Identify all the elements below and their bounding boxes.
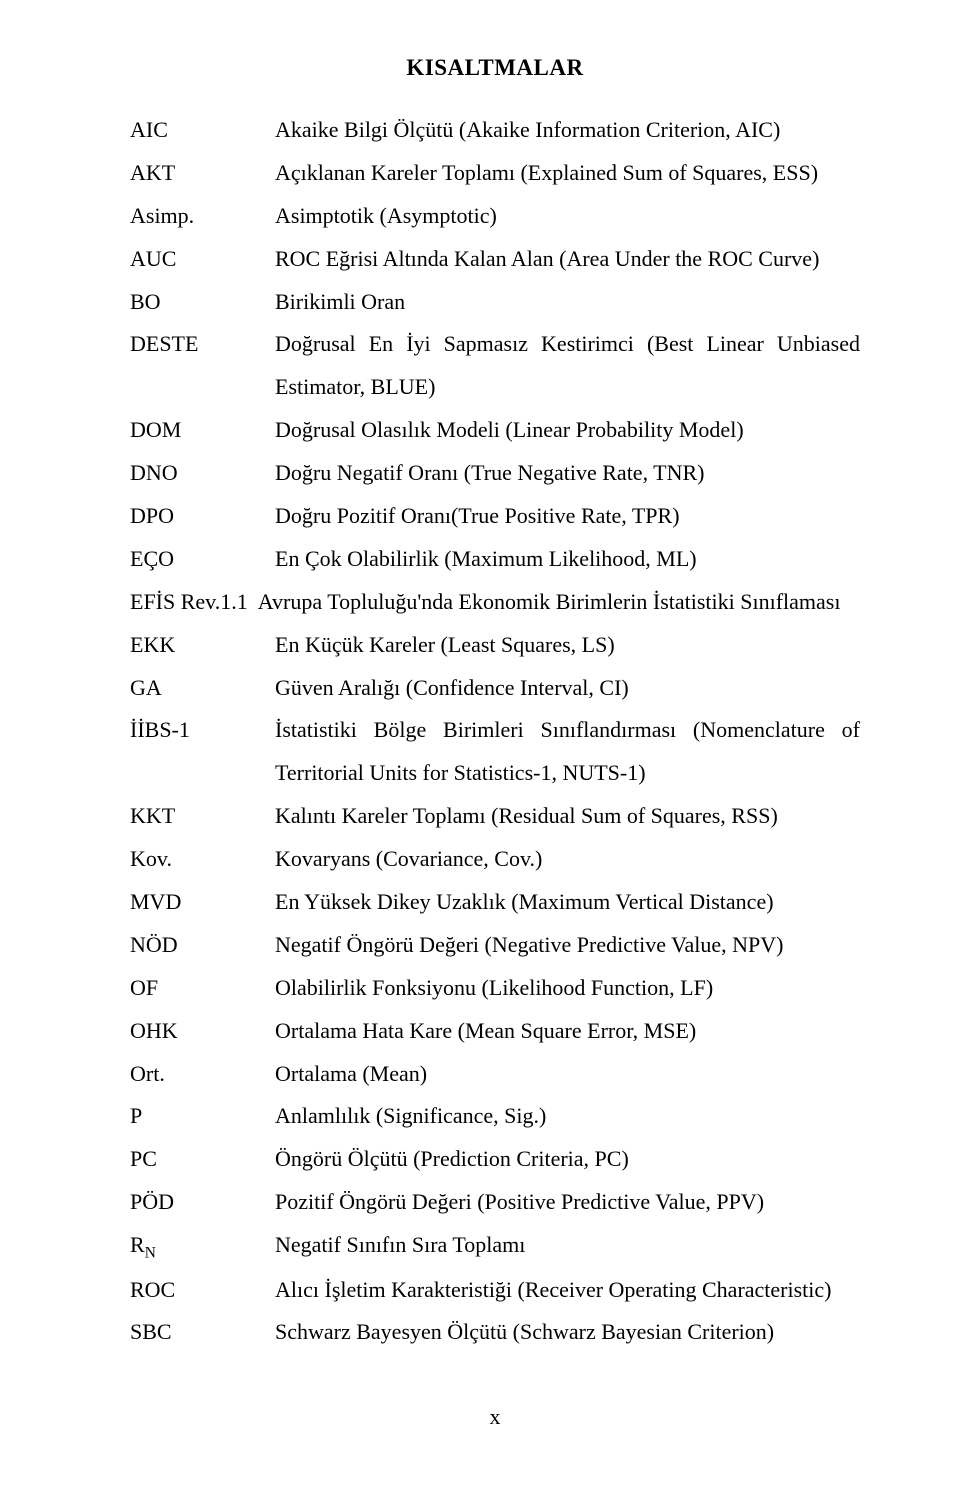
- abbr-term: BO: [130, 281, 275, 324]
- abbr-term: RN: [130, 1224, 275, 1268]
- abbr-entry: PAnlamlılık (Significance, Sig.): [130, 1095, 860, 1138]
- abbr-entry: DESTEDoğrusal En İyi Sapmasız Kestirimci…: [130, 323, 860, 409]
- abbr-definition: Açıklanan Kareler Toplamı (Explained Sum…: [275, 152, 860, 195]
- abbr-entry: KKTKalıntı Kareler Toplamı (Residual Sum…: [130, 795, 860, 838]
- abbr-definition: İstatistiki Bölge Birimleri Sınıflandırm…: [275, 709, 860, 795]
- abbr-term: OHK: [130, 1010, 275, 1053]
- abbr-entry: AUCROC Eğrisi Altında Kalan Alan (Area U…: [130, 238, 860, 281]
- abbr-definition: Birikimli Oran: [275, 281, 860, 324]
- abbr-definition: Ortalama (Mean): [275, 1053, 860, 1096]
- abbr-term: P: [130, 1095, 275, 1138]
- abbr-term: PC: [130, 1138, 275, 1181]
- abbr-definition: En Yüksek Dikey Uzaklık (Maximum Vertica…: [275, 881, 860, 924]
- abbr-term: AIC: [130, 109, 275, 152]
- abbr-term: AKT: [130, 152, 275, 195]
- abbr-term: SBC: [130, 1311, 275, 1354]
- abbr-term: AUC: [130, 238, 275, 281]
- abbr-definition: En Çok Olabilirlik (Maximum Likelihood, …: [275, 538, 860, 581]
- abbr-term: PÖD: [130, 1181, 275, 1224]
- abbr-term: DESTE: [130, 323, 275, 366]
- abbr-entry: AKTAçıklanan Kareler Toplamı (Explained …: [130, 152, 860, 195]
- abbr-term: EKK: [130, 624, 275, 667]
- abbr-term: KKT: [130, 795, 275, 838]
- abbr-term: ROC: [130, 1269, 275, 1312]
- page-number: x: [130, 1404, 860, 1430]
- abbr-term: DPO: [130, 495, 275, 538]
- abbr-term: NÖD: [130, 924, 275, 967]
- abbr-term: Ort.: [130, 1053, 275, 1096]
- abbr-definition: En Küçük Kareler (Least Squares, LS): [275, 624, 860, 667]
- abbr-entry: OHKOrtalama Hata Kare (Mean Square Error…: [130, 1010, 860, 1053]
- abbr-term: Asimp.: [130, 195, 275, 238]
- abbr-entry: BOBirikimli Oran: [130, 281, 860, 324]
- abbr-term: Kov.: [130, 838, 275, 881]
- abbr-entry: Kov.Kovaryans (Covariance, Cov.): [130, 838, 860, 881]
- abbr-entry: ROCAlıcı İşletim Karakteristiği (Receive…: [130, 1269, 860, 1312]
- abbr-entry: EKKEn Küçük Kareler (Least Squares, LS): [130, 624, 860, 667]
- abbr-definition: Öngörü Ölçütü (Prediction Criteria, PC): [275, 1138, 860, 1181]
- abbr-definition: Doğrusal En İyi Sapmasız Kestirimci (Bes…: [275, 323, 860, 409]
- abbr-definition: Doğru Pozitif Oranı(True Positive Rate, …: [275, 495, 860, 538]
- abbr-entry: Asimp.Asimptotik (Asymptotic): [130, 195, 860, 238]
- abbr-entry: DPODoğru Pozitif Oranı(True Positive Rat…: [130, 495, 860, 538]
- abbr-entry: RNNegatif Sınıfın Sıra Toplamı: [130, 1224, 860, 1268]
- abbr-entry: GAGüven Aralığı (Confidence Interval, CI…: [130, 667, 860, 710]
- abbr-definition: Olabilirlik Fonksiyonu (Likelihood Funct…: [275, 967, 860, 1010]
- abbr-term: DNO: [130, 452, 275, 495]
- abbr-definition: Alıcı İşletim Karakteristiği (Receiver O…: [275, 1269, 860, 1312]
- abbr-entry: İİBS-1İstatistiki Bölge Birimleri Sınıfl…: [130, 709, 860, 795]
- abbr-definition: Anlamlılık (Significance, Sig.): [275, 1095, 860, 1138]
- abbr-entry: PÖDPozitif Öngörü Değeri (Positive Predi…: [130, 1181, 860, 1224]
- abbr-entry: AICAkaike Bilgi Ölçütü (Akaike Informati…: [130, 109, 860, 152]
- abbr-term: OF: [130, 967, 275, 1010]
- abbr-entry: OFOlabilirlik Fonksiyonu (Likelihood Fun…: [130, 967, 860, 1010]
- abbr-term: MVD: [130, 881, 275, 924]
- abbr-entry: SBCSchwarz Bayesyen Ölçütü (Schwarz Baye…: [130, 1311, 860, 1354]
- abbr-definition: Schwarz Bayesyen Ölçütü (Schwarz Bayesia…: [275, 1311, 860, 1354]
- abbr-entry: PCÖngörü Ölçütü (Prediction Criteria, PC…: [130, 1138, 860, 1181]
- page-title: KISALTMALAR: [130, 55, 860, 81]
- abbr-entry: Ort.Ortalama (Mean): [130, 1053, 860, 1096]
- abbr-definition: Doğrusal Olasılık Modeli (Linear Probabi…: [275, 409, 860, 452]
- abbr-definition: Negatif Sınıfın Sıra Toplamı: [275, 1224, 860, 1267]
- abbr-definition: Ortalama Hata Kare (Mean Square Error, M…: [275, 1010, 860, 1053]
- abbr-entry: NÖDNegatif Öngörü Değeri (Negative Predi…: [130, 924, 860, 967]
- abbr-definition: Pozitif Öngörü Değeri (Positive Predicti…: [275, 1181, 860, 1224]
- abbr-term: İİBS-1: [130, 709, 275, 752]
- abbr-definition: Doğru Negatif Oranı (True Negative Rate,…: [275, 452, 860, 495]
- abbr-entry: EÇOEn Çok Olabilirlik (Maximum Likelihoo…: [130, 538, 860, 581]
- abbr-term: EÇO: [130, 538, 275, 581]
- abbr-definition: Asimptotik (Asymptotic): [275, 195, 860, 238]
- abbr-definition: Akaike Bilgi Ölçütü (Akaike Information …: [275, 109, 860, 152]
- document-page: KISALTMALAR AICAkaike Bilgi Ölçütü (Akai…: [0, 0, 960, 1470]
- abbr-term: EFİS Rev.1.1: [130, 581, 248, 624]
- abbr-definition: Negatif Öngörü Değeri (Negative Predicti…: [275, 924, 860, 967]
- abbr-term: GA: [130, 667, 275, 710]
- abbr-definition: Avrupa Topluluğu'nda Ekonomik Birimlerin…: [258, 581, 860, 624]
- abbr-term: DOM: [130, 409, 275, 452]
- abbr-definition: ROC Eğrisi Altında Kalan Alan (Area Unde…: [275, 238, 860, 281]
- abbr-definition: Kalıntı Kareler Toplamı (Residual Sum of…: [275, 795, 860, 838]
- abbr-definition: Güven Aralığı (Confidence Interval, CI): [275, 667, 860, 710]
- abbr-entry: MVDEn Yüksek Dikey Uzaklık (Maximum Vert…: [130, 881, 860, 924]
- abbreviation-list: AICAkaike Bilgi Ölçütü (Akaike Informati…: [130, 109, 860, 1354]
- abbr-entry: EFİS Rev.1.1Avrupa Topluluğu'nda Ekonomi…: [130, 581, 860, 624]
- abbr-entry: DNODoğru Negatif Oranı (True Negative Ra…: [130, 452, 860, 495]
- abbr-entry: DOMDoğrusal Olasılık Modeli (Linear Prob…: [130, 409, 860, 452]
- abbr-definition: Kovaryans (Covariance, Cov.): [275, 838, 860, 881]
